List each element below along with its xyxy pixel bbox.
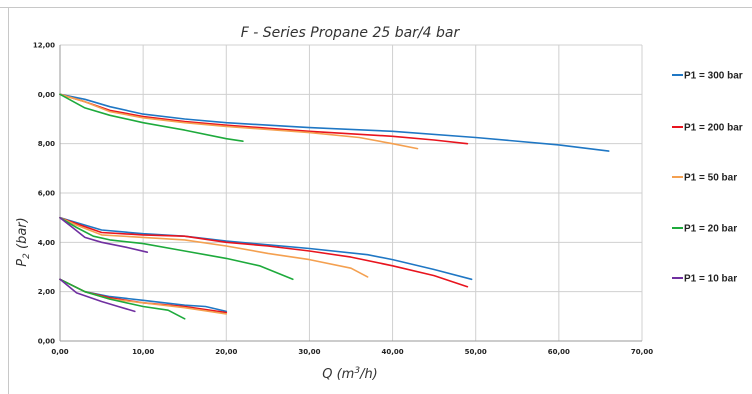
series-line <box>59 93 244 142</box>
y-tick-labels: 0,00 2,00 4,00 6,00 8,00 0,00 12,00 <box>33 42 55 346</box>
series-line <box>59 216 469 288</box>
x-tick-label: 10,00 <box>132 348 154 356</box>
series-line <box>59 216 369 278</box>
series-line <box>59 216 294 281</box>
legend-label: P1 = 300 bar <box>684 71 743 82</box>
frame-top-border <box>0 7 752 8</box>
x-tick-label: 20,00 <box>215 348 237 356</box>
y-tick-label: 12,00 <box>33 42 55 50</box>
legend-label: P1 = 10 bar <box>684 274 737 285</box>
x-tick-label: 70,00 <box>631 348 653 356</box>
series-line <box>59 216 473 281</box>
y-axis-label-main: P <box>15 259 30 267</box>
x-tick-label: 60,00 <box>548 348 570 356</box>
legend-label: P1 = 20 bar <box>684 224 737 235</box>
y-tick-label: 8,00 <box>38 140 55 148</box>
series-line <box>59 278 136 313</box>
y-axis-label-sub: 2 <box>22 253 32 259</box>
y-tick-label: 6,00 <box>38 190 55 198</box>
x-tick-label: 30,00 <box>298 348 320 356</box>
x-axis-label-tail: /h) <box>359 367 378 382</box>
x-axis-label: Q (m3/h) <box>322 366 378 382</box>
chart-title: F - Series Propane 25 bar/4 bar <box>241 25 461 41</box>
x-tick-label: 0,00 <box>51 348 68 356</box>
series-line <box>59 93 610 152</box>
frame-left-border <box>8 7 9 394</box>
y-tick-label: 2,00 <box>38 288 55 296</box>
x-tick-label: 40,00 <box>381 348 403 356</box>
y-tick-label: 0,00 <box>38 338 55 346</box>
y-axis-label: P2 (bar) <box>15 217 32 266</box>
y-tick-label: 0,00 <box>38 91 55 99</box>
x-tick-labels: 0,00 10,00 20,00 30,00 40,00 50,00 60,00 70,00 <box>51 348 653 356</box>
y-tick-label: 4,00 <box>38 239 55 247</box>
y-axis-label-tail: (bar) <box>15 217 30 253</box>
series-line <box>59 216 149 253</box>
legend: P1 = 300 bar P1 = 200 bar P1 = 50 bar P1 = … <box>672 71 743 285</box>
series-line <box>59 278 186 320</box>
legend-label: P1 = 200 bar <box>684 123 743 134</box>
series-lines <box>59 93 610 320</box>
x-tick-label: 50,00 <box>465 348 487 356</box>
x-axis-label-sup: 3 <box>354 366 360 376</box>
gridlines <box>59 44 643 342</box>
series-line <box>59 93 419 150</box>
x-axis-label-main: Q (m <box>322 367 354 382</box>
legend-label: P1 = 50 bar <box>684 173 737 184</box>
series-line <box>59 93 469 145</box>
